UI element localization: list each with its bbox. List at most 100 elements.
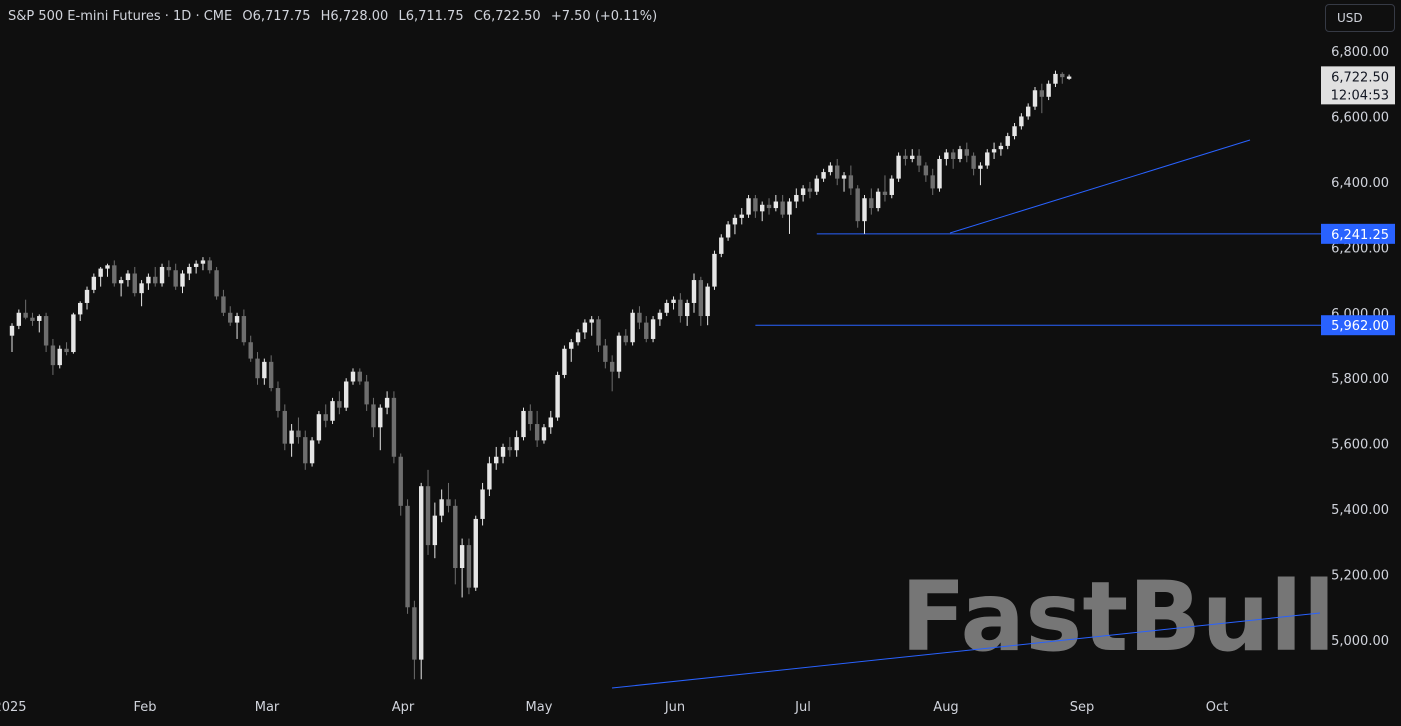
candle [555,371,560,421]
candle-body [466,545,472,588]
candle [139,280,144,307]
candle [630,309,635,346]
candle-body [91,276,97,290]
candle-body [425,486,431,546]
candle [432,502,438,559]
candle [118,276,124,297]
candle-body [241,316,247,343]
candle [582,319,588,339]
candle-body [589,319,594,323]
candle-body [603,345,608,362]
candle-body [105,265,110,269]
candle-body [684,302,690,317]
candle-body [855,188,860,222]
candle [719,234,724,258]
time-tick-label: Feb [133,700,156,715]
fastbull-watermark: FastBull [900,561,1335,673]
candle-body [1039,90,1045,97]
candle-body [541,427,547,441]
candle [384,391,390,415]
time-axis[interactable]: 2025 Feb Mar Apr May Jun Jul Aug Sep Oct [0,700,1228,715]
candle-body [548,417,553,428]
candle [1025,103,1031,120]
candle-body [180,273,185,287]
current-price-badge [1321,66,1395,105]
candle-body [664,302,669,313]
candle-body [671,299,676,303]
candle-body [1019,116,1024,127]
candle [705,283,710,326]
candle-body [678,299,683,317]
candle-body [1066,76,1072,79]
candle [146,273,151,290]
candle-body [357,371,363,382]
candle-body [453,505,458,569]
candle-body [773,201,779,209]
candle-body [746,198,751,215]
candle [480,482,485,526]
candle [125,270,131,287]
candle-body [862,198,867,222]
trendline-rising[interactable] [949,139,1251,234]
candle [473,515,478,591]
candle [521,407,526,441]
candle [487,456,492,497]
candle-body [998,145,1004,150]
candle-body [118,280,124,284]
horizontal-levels[interactable] [755,233,1321,326]
candle [732,214,738,235]
trendline-lower[interactable] [611,612,1321,689]
price-axis[interactable]: 6,800.006,600.006,400.006,200.006,000.00… [1331,45,1389,649]
candle [841,172,847,192]
candle [323,404,328,428]
candle [419,482,424,680]
candle [596,316,601,353]
candle-body [282,410,287,444]
candle-body [303,437,308,464]
candle [350,368,356,385]
candle-body [753,198,758,212]
candle [453,499,458,585]
candle [228,306,233,326]
candle-body [1060,73,1065,78]
candle [848,165,854,195]
candle [807,181,813,199]
candle-body [337,401,342,408]
candle-body [732,217,738,225]
candle [398,453,403,516]
candle [296,417,301,444]
candle-body [596,319,601,346]
candle-body [916,155,922,166]
currency-button[interactable]: USD [1325,4,1395,32]
time-tick-label: 2025 [0,700,27,715]
candle-body [814,178,819,192]
candle-body [623,335,628,343]
candle [91,273,97,294]
high-value: H6,728.00 [320,9,389,24]
candle [541,424,547,444]
candle [459,538,465,598]
candle-body [569,342,574,349]
candle [773,194,779,212]
candle [255,352,260,385]
candle-body [480,489,485,519]
candle [309,437,315,467]
candle-body [125,273,131,281]
price-tick-label: 5,600.00 [1331,438,1389,453]
candle-body [562,348,567,375]
candle [814,175,819,195]
candle [739,208,744,225]
candle-body [64,348,69,353]
candle [78,301,83,321]
candle-body [985,152,990,166]
candle-body [139,283,144,294]
candle-body [1012,126,1017,137]
candle [725,221,731,241]
candle [835,158,840,186]
trendlines[interactable] [611,139,1321,689]
candle-body [214,270,219,297]
candle-body [98,268,103,277]
price-tick-label: 5,200.00 [1331,569,1389,584]
